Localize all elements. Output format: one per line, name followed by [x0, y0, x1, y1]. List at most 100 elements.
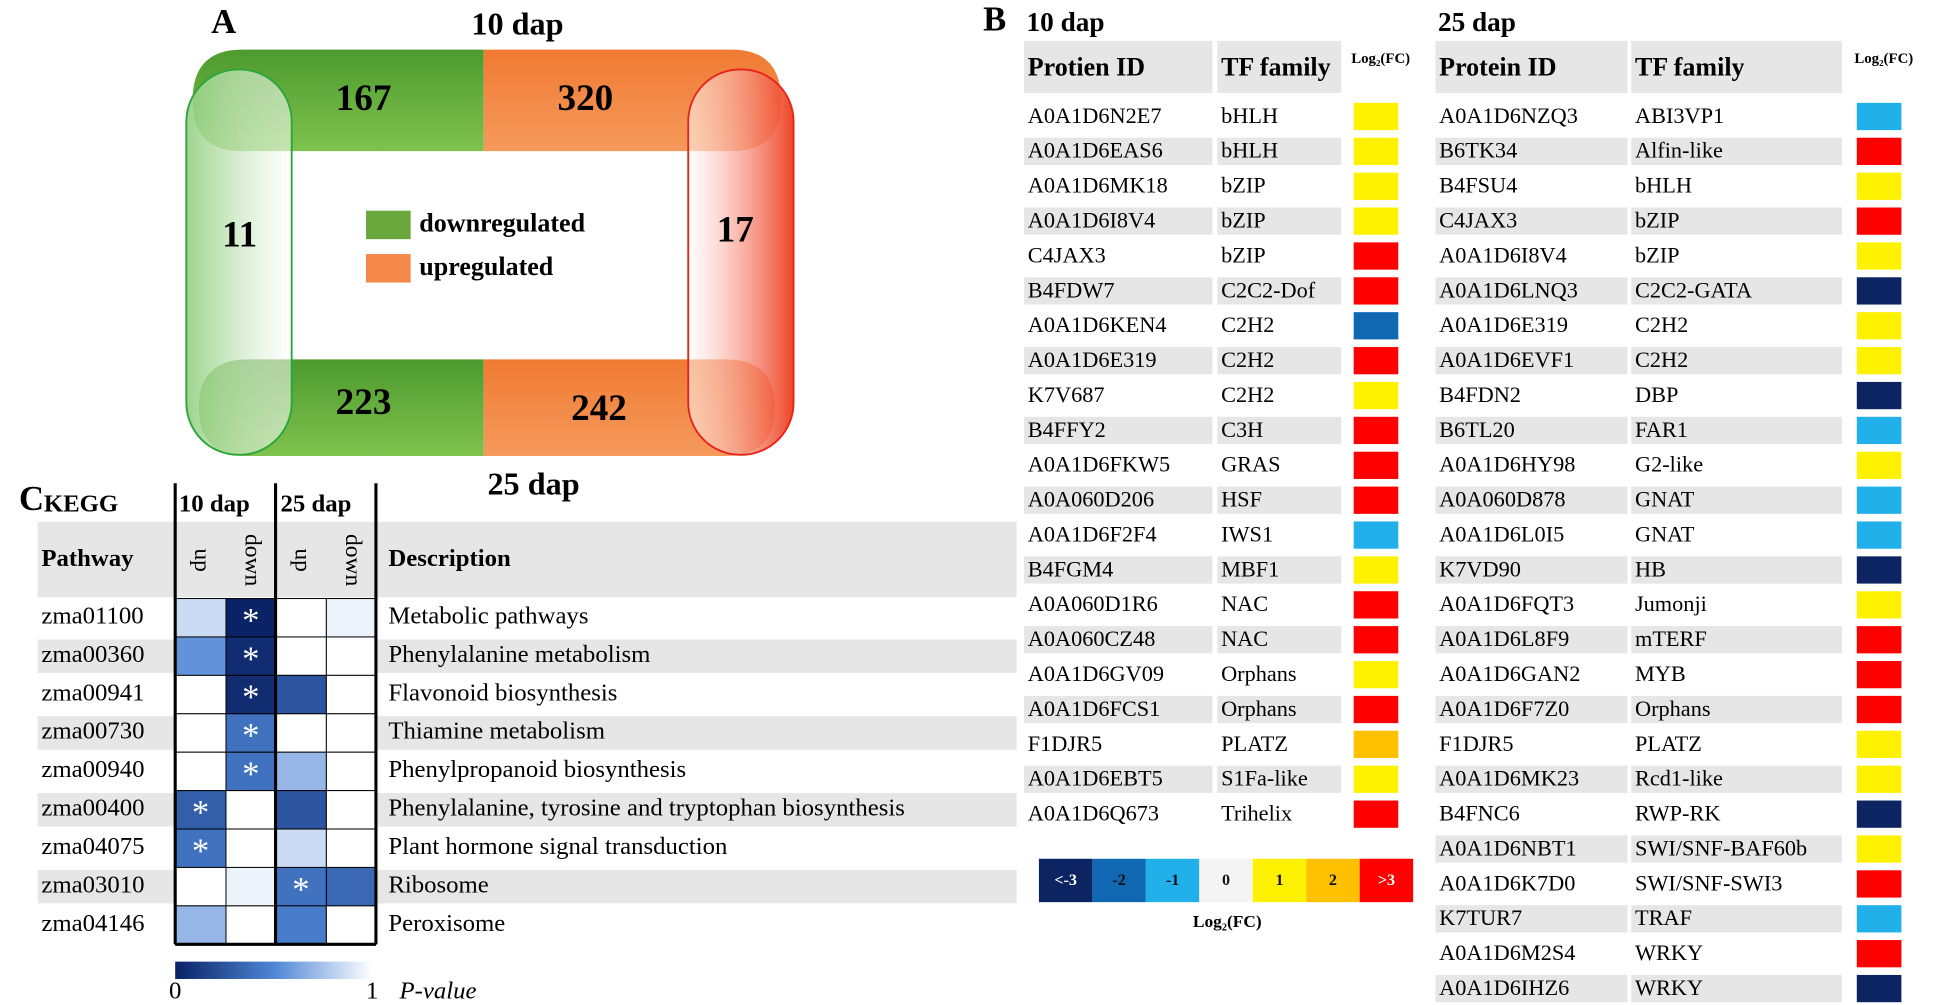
column-header: Log₂(FC) [1854, 51, 1913, 67]
tf-family: Rcd1-like [1635, 766, 1723, 791]
protein-id: A0A1D6L8F9 [1439, 626, 1569, 651]
heatmap-cell [174, 790, 227, 830]
significance-marker: * [242, 678, 259, 717]
row-band [1217, 347, 1342, 375]
row-band [1435, 207, 1628, 235]
heatmap-cell [174, 636, 227, 676]
row-band [1631, 347, 1842, 375]
tf-family: C2H2 [1635, 347, 1688, 372]
fc-legend-title: Log₂(FC) [1193, 912, 1262, 931]
desc-header: Description [388, 545, 511, 572]
pathway-description: Phenylalanine, tyrosine and tryptophan b… [388, 795, 905, 822]
tf-family: Jumonji [1635, 591, 1707, 616]
protein-id: A0A1D6F2F4 [1028, 521, 1157, 546]
heatmap-cell [174, 598, 227, 638]
tf-family: S1Fa-like [1221, 766, 1308, 791]
heatmap-cell [225, 713, 277, 753]
column-header: down [340, 534, 366, 587]
p-scale-max: 1 [366, 977, 378, 1004]
fc-cell [1856, 312, 1902, 340]
fc-legend-label: -1 [1166, 872, 1179, 889]
protein-id: A0A1D6I8V4 [1439, 242, 1567, 267]
heatmap-cell [325, 674, 377, 715]
fc-cell [1856, 242, 1902, 270]
tf-family: DBP [1635, 382, 1678, 407]
heatmap-cell [275, 598, 327, 638]
heatmap-cell [275, 790, 327, 830]
row-header: Pathway [41, 545, 134, 572]
row-band [1435, 416, 1628, 445]
fc-legend-label: >3 [1378, 872, 1395, 889]
row-band [1435, 695, 1628, 724]
row-band [1631, 556, 1842, 584]
pathway-description: Plant hormone signal transduction [388, 833, 728, 860]
tf-family: Alfin-like [1635, 138, 1723, 163]
pathway-id: zma03010 [41, 871, 144, 898]
row-band [1435, 347, 1628, 375]
group-label: 25 dap [281, 490, 352, 517]
tf-family: mTERF [1635, 626, 1707, 651]
significance-marker: * [242, 601, 259, 640]
tf-family: Orphans [1221, 661, 1297, 686]
column-header: TF family [1221, 52, 1331, 81]
tf-family: C2H2 [1635, 312, 1688, 337]
fc-legend-cell [1038, 858, 1093, 903]
row-band [1024, 556, 1213, 584]
row-band [1631, 277, 1842, 305]
protein-id: C4JAX3 [1439, 208, 1517, 233]
row-band [1435, 277, 1628, 305]
fc-cell [1856, 800, 1902, 828]
row-band [1631, 835, 1842, 863]
row-band [1217, 137, 1342, 166]
fc-cell [1353, 172, 1399, 200]
protein-id: A0A1D6GAN2 [1439, 661, 1580, 686]
row-band [1631, 695, 1842, 724]
protein-id: A0A1D6Q673 [1028, 801, 1159, 826]
protein-id: A0A1D6NBT1 [1439, 835, 1577, 860]
heatmap-cell [174, 828, 227, 868]
tf-family: Trihelix [1221, 801, 1292, 826]
tf-family: C2H2 [1221, 347, 1274, 372]
fc-cell [1856, 207, 1902, 235]
tf-family: NAC [1221, 626, 1268, 651]
row-band [1024, 416, 1213, 445]
heatmap-cell [174, 866, 227, 907]
heatmap-cell [275, 866, 327, 907]
tf-family: bZIP [1635, 242, 1680, 267]
column-header: Protien ID [1028, 52, 1145, 81]
heatmap-cell [225, 828, 277, 868]
protein-id: A0A1D6IHZ6 [1439, 975, 1569, 1000]
heatmap-cell [275, 751, 327, 792]
row-band [1024, 486, 1213, 514]
fc-cell [1856, 660, 1902, 689]
pathway-description: Thiamine metabolism [388, 718, 605, 745]
row-band [1217, 207, 1342, 235]
legend-swatch [366, 210, 411, 240]
fc-legend-cell [1252, 858, 1307, 903]
tf-family: C2C2-GATA [1635, 277, 1752, 302]
heatmap-cell [225, 905, 277, 945]
heatmap-cell [325, 905, 377, 945]
protein-id: A0A1D6EAS6 [1028, 138, 1163, 163]
fc-cell [1353, 312, 1399, 340]
fc-cell [1856, 626, 1902, 654]
fc-legend-label: 1 [1275, 872, 1283, 889]
protein-id: A0A1D6L0I5 [1439, 521, 1564, 546]
pathway-id: zma00940 [41, 756, 144, 783]
protein-id: A0A1D6KEN4 [1028, 312, 1167, 337]
fc-cell [1353, 451, 1399, 479]
fc-cell [1856, 765, 1902, 793]
fc-cell [1353, 381, 1399, 410]
protein-id: B6TK34 [1439, 138, 1517, 163]
tf-family: C2H2 [1221, 382, 1274, 407]
pathway-id: zma04075 [41, 833, 144, 860]
fc-cell [1856, 521, 1902, 549]
row-band [1217, 277, 1342, 305]
fc-cell [1353, 556, 1399, 584]
p-scale-bar [175, 961, 373, 979]
tf-family: GNAT [1635, 487, 1695, 512]
count: 11 [222, 214, 257, 255]
heatmap-cell [174, 751, 227, 792]
pathway-id: zma00941 [41, 679, 144, 706]
